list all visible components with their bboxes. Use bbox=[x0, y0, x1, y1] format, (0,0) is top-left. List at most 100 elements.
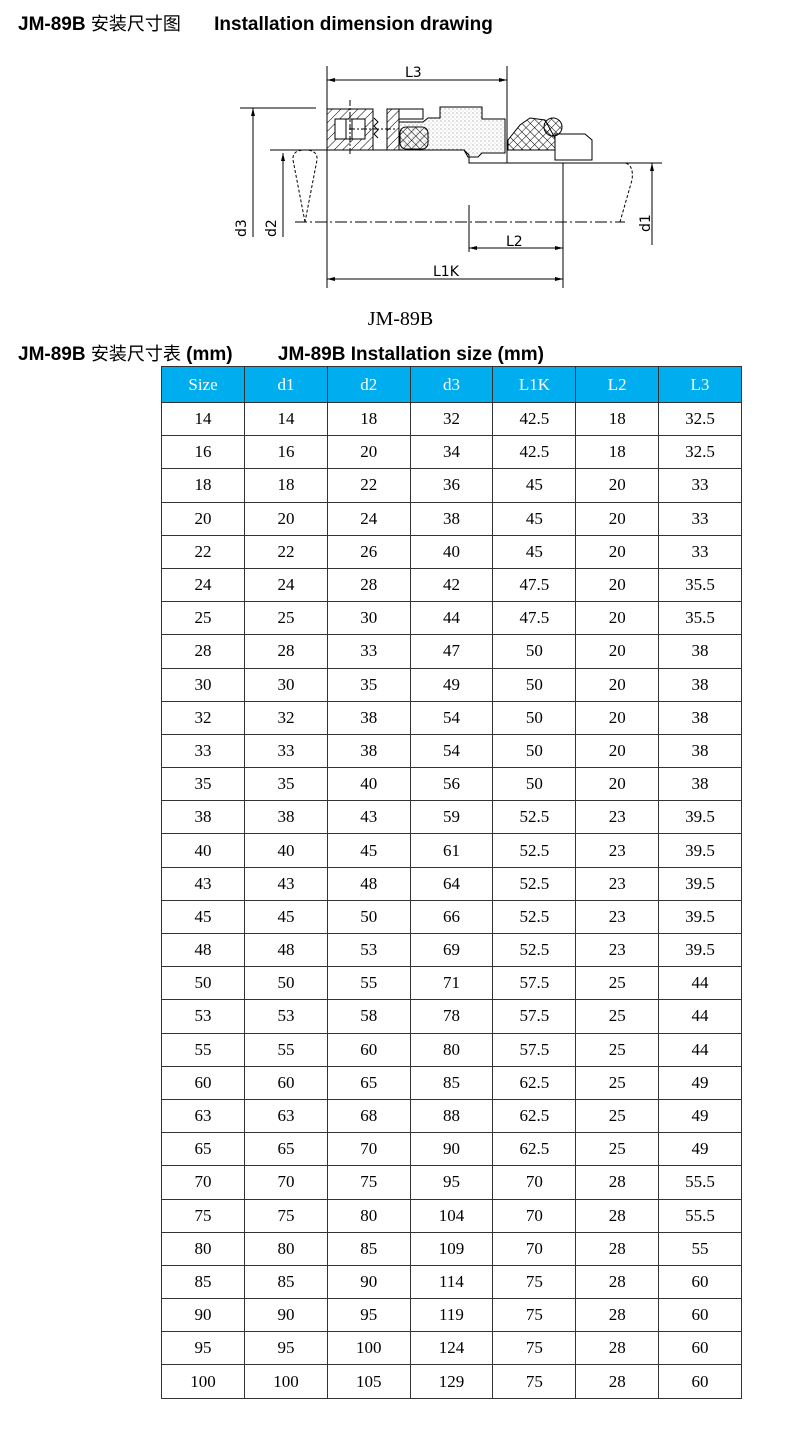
cell-d1: 38 bbox=[244, 800, 328, 835]
cell-l2: 23 bbox=[575, 899, 659, 935]
cell-size: 14 bbox=[160, 401, 246, 437]
cell-l2: 20 bbox=[575, 634, 659, 669]
title-model: JM-89B bbox=[18, 14, 86, 35]
table-row: 70 70 75 95 70 28 55.5 bbox=[160, 1165, 743, 1200]
table-row: 45 45 50 66 52.5 23 39.5 bbox=[160, 899, 743, 935]
cell-l2: 18 bbox=[575, 401, 659, 437]
cell-size: 65 bbox=[160, 1132, 246, 1167]
cell-size: 50 bbox=[160, 966, 246, 1001]
cell-size: 18 bbox=[160, 468, 246, 503]
cell-d2: 38 bbox=[326, 700, 411, 735]
cell-l2: 28 bbox=[575, 1165, 659, 1200]
cell-d2: 80 bbox=[326, 1198, 411, 1233]
cell-l3: 49 bbox=[657, 1065, 743, 1100]
cell-d3: 124 bbox=[409, 1331, 494, 1366]
cell-l3: 35.5 bbox=[657, 567, 743, 603]
cell-d1: 18 bbox=[244, 468, 328, 503]
cell-l3: 55 bbox=[657, 1231, 743, 1266]
cell-l1k: 57.5 bbox=[492, 999, 577, 1034]
cell-l2: 23 bbox=[575, 800, 659, 835]
table-row: 28 28 33 47 50 20 38 bbox=[160, 634, 743, 669]
cell-l3: 38 bbox=[657, 700, 743, 735]
table-row: 14 14 18 32 42.5 18 32.5 bbox=[160, 401, 743, 437]
table-row: 40 40 45 61 52.5 23 39.5 bbox=[160, 833, 743, 868]
cell-l3: 38 bbox=[657, 767, 743, 802]
cell-l1k: 75 bbox=[492, 1331, 577, 1366]
cell-l3: 39.5 bbox=[657, 932, 743, 968]
cell-size: 38 bbox=[160, 800, 246, 835]
cell-l3: 60 bbox=[657, 1264, 743, 1300]
cell-d2: 43 bbox=[326, 800, 411, 835]
table-row: 33 33 38 54 50 20 38 bbox=[160, 733, 743, 769]
table-row: 24 24 28 42 47.5 20 35.5 bbox=[160, 567, 743, 603]
cell-d2: 40 bbox=[326, 767, 411, 802]
table-row: 65 65 70 90 62.5 25 49 bbox=[160, 1132, 743, 1167]
cell-size: 32 bbox=[160, 700, 246, 735]
cell-l3: 60 bbox=[657, 1298, 743, 1333]
cell-d3: 71 bbox=[409, 966, 494, 1001]
cell-d2: 48 bbox=[326, 866, 411, 901]
cell-d1: 60 bbox=[244, 1065, 328, 1100]
cell-l3: 39.5 bbox=[657, 800, 743, 835]
cell-d2: 105 bbox=[326, 1364, 411, 1399]
cell-l2: 20 bbox=[575, 700, 659, 735]
column-header-size: Size bbox=[160, 366, 246, 403]
cell-l1k: 52.5 bbox=[492, 866, 577, 901]
cell-d1: 16 bbox=[244, 435, 328, 470]
table-title-cn: 安装尺寸表 bbox=[90, 344, 181, 365]
cell-d1: 40 bbox=[244, 833, 328, 868]
table-row: 100 100 105 129 75 28 60 bbox=[160, 1364, 743, 1399]
cell-d1: 45 bbox=[244, 899, 328, 935]
column-header-d3: d3 bbox=[409, 366, 494, 403]
cell-l1k: 50 bbox=[492, 767, 577, 802]
cell-d1: 65 bbox=[244, 1132, 328, 1167]
cell-d3: 64 bbox=[409, 866, 494, 901]
cell-l3: 39.5 bbox=[657, 866, 743, 901]
cell-d2: 95 bbox=[326, 1298, 411, 1333]
cell-d1: 32 bbox=[244, 700, 328, 735]
cell-d1: 14 bbox=[244, 401, 328, 437]
cell-l1k: 62.5 bbox=[492, 1132, 577, 1167]
cell-d1: 90 bbox=[244, 1298, 328, 1333]
table-row: 90 90 95 119 75 28 60 bbox=[160, 1298, 743, 1333]
label-L1K: L1K bbox=[433, 264, 460, 280]
cell-size: 33 bbox=[160, 733, 246, 769]
cell-d1: 35 bbox=[244, 767, 328, 802]
cell-l2: 28 bbox=[575, 1231, 659, 1266]
cell-l3: 33 bbox=[657, 534, 743, 569]
cell-d1: 50 bbox=[244, 966, 328, 1001]
table-row: 63 63 68 88 62.5 25 49 bbox=[160, 1098, 743, 1134]
table-row: 75 75 80 104 70 28 55.5 bbox=[160, 1198, 743, 1233]
cell-d3: 80 bbox=[409, 1032, 494, 1067]
cell-size: 22 bbox=[160, 534, 246, 569]
cell-d3: 69 bbox=[409, 932, 494, 968]
cell-d3: 85 bbox=[409, 1065, 494, 1100]
cell-d1: 30 bbox=[244, 667, 328, 702]
cell-d3: 129 bbox=[409, 1364, 494, 1399]
cell-size: 80 bbox=[160, 1231, 246, 1266]
table-title-model-en: JM-89B bbox=[277, 344, 346, 365]
cell-d1: 63 bbox=[244, 1098, 328, 1134]
cell-l1k: 50 bbox=[492, 634, 577, 669]
cell-l3: 35.5 bbox=[657, 601, 743, 636]
cell-l1k: 47.5 bbox=[492, 601, 577, 636]
table-row: 30 30 35 49 50 20 38 bbox=[160, 667, 743, 702]
cell-l2: 20 bbox=[575, 501, 659, 536]
cell-size: 24 bbox=[160, 567, 246, 603]
cell-l1k: 62.5 bbox=[492, 1065, 577, 1100]
cell-l1k: 75 bbox=[492, 1364, 577, 1399]
cell-l1k: 57.5 bbox=[492, 966, 577, 1001]
installation-drawing: L3 L2 L1K d3 d2 d1 bbox=[234, 65, 662, 288]
cell-d2: 45 bbox=[326, 833, 411, 868]
cell-d3: 66 bbox=[409, 899, 494, 935]
cell-l3: 39.5 bbox=[657, 833, 743, 868]
table-row: 53 53 58 78 57.5 25 44 bbox=[160, 999, 743, 1034]
cell-d3: 119 bbox=[409, 1298, 494, 1333]
cell-d1: 43 bbox=[244, 866, 328, 901]
cell-l2: 20 bbox=[575, 601, 659, 636]
cell-l1k: 75 bbox=[492, 1264, 577, 1300]
cell-l1k: 57.5 bbox=[492, 1032, 577, 1067]
cell-size: 30 bbox=[160, 667, 246, 702]
cell-l1k: 62.5 bbox=[492, 1098, 577, 1134]
cell-d2: 75 bbox=[326, 1165, 411, 1200]
